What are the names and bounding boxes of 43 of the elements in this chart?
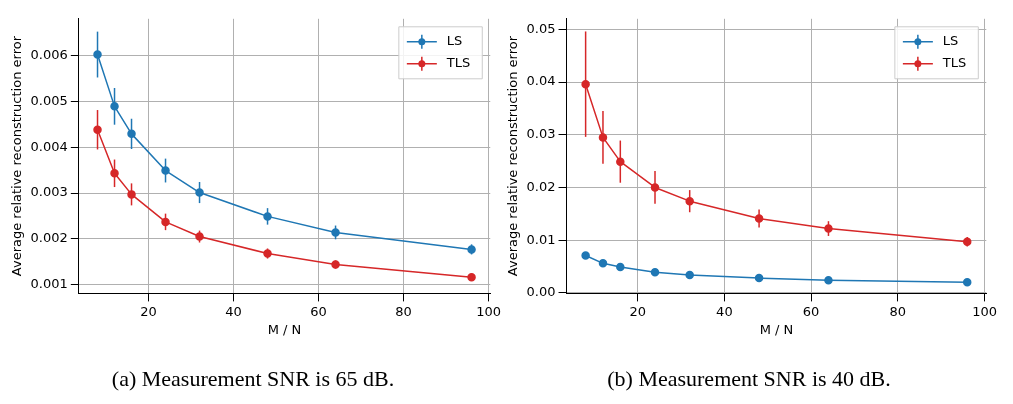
- point: [685, 270, 694, 280]
- x-tick-label: 100: [972, 303, 997, 319]
- legend-label: TLS: [445, 55, 471, 71]
- point: [650, 268, 660, 277]
- y-tick-label: 0.01: [526, 231, 556, 247]
- x-tick-label: 60: [310, 303, 327, 319]
- point: [754, 273, 764, 283]
- y-tick-label: 0.003: [30, 184, 68, 200]
- y-tick-label: 0.001: [30, 276, 68, 292]
- x-tick-label: 20: [629, 303, 646, 319]
- legend-label: TLS: [941, 55, 967, 71]
- x-axis-title: M / N: [759, 322, 794, 338]
- x-tick-label: 80: [889, 303, 907, 319]
- x-tick-label: 20: [140, 303, 157, 319]
- y-tick-label: 0.02: [526, 178, 556, 194]
- x-tick-label: 80: [395, 303, 412, 319]
- y-axis-title: Average relative reconstruction error: [9, 35, 25, 277]
- point: [161, 166, 170, 175]
- y-axis-title: Average relative reconstruction error: [505, 35, 521, 277]
- point: [598, 259, 608, 268]
- y-tick-label: 0.006: [30, 46, 68, 62]
- y-tick-label: 0.03: [526, 126, 556, 142]
- legend-label: LS: [942, 33, 959, 49]
- y-tick-label: 0.002: [30, 230, 68, 246]
- x-tick-label: 100: [476, 303, 501, 319]
- y-tick-label: 0.05: [526, 20, 556, 36]
- point: [195, 188, 204, 197]
- point: [616, 262, 625, 272]
- x-tick-label: 40: [225, 303, 242, 319]
- point: [962, 278, 972, 287]
- y-tick-label: 0.004: [30, 138, 68, 154]
- y-tick-label: 0.04: [526, 73, 556, 89]
- y-tick-label: 0.00: [526, 284, 556, 300]
- legend-label: LS: [446, 33, 463, 49]
- point: [93, 50, 102, 59]
- text: (a) Measurement SNR is 65 dB.: [111, 365, 395, 391]
- point: [824, 275, 833, 285]
- x-tick-label: 40: [716, 303, 733, 319]
- x-tick-label: 60: [802, 303, 820, 319]
- text: (b) Measurement SNR is 40 dB.: [607, 365, 891, 391]
- x-axis-title: M / N: [267, 322, 302, 338]
- point: [581, 251, 590, 260]
- y-tick-label: 0.005: [30, 92, 68, 108]
